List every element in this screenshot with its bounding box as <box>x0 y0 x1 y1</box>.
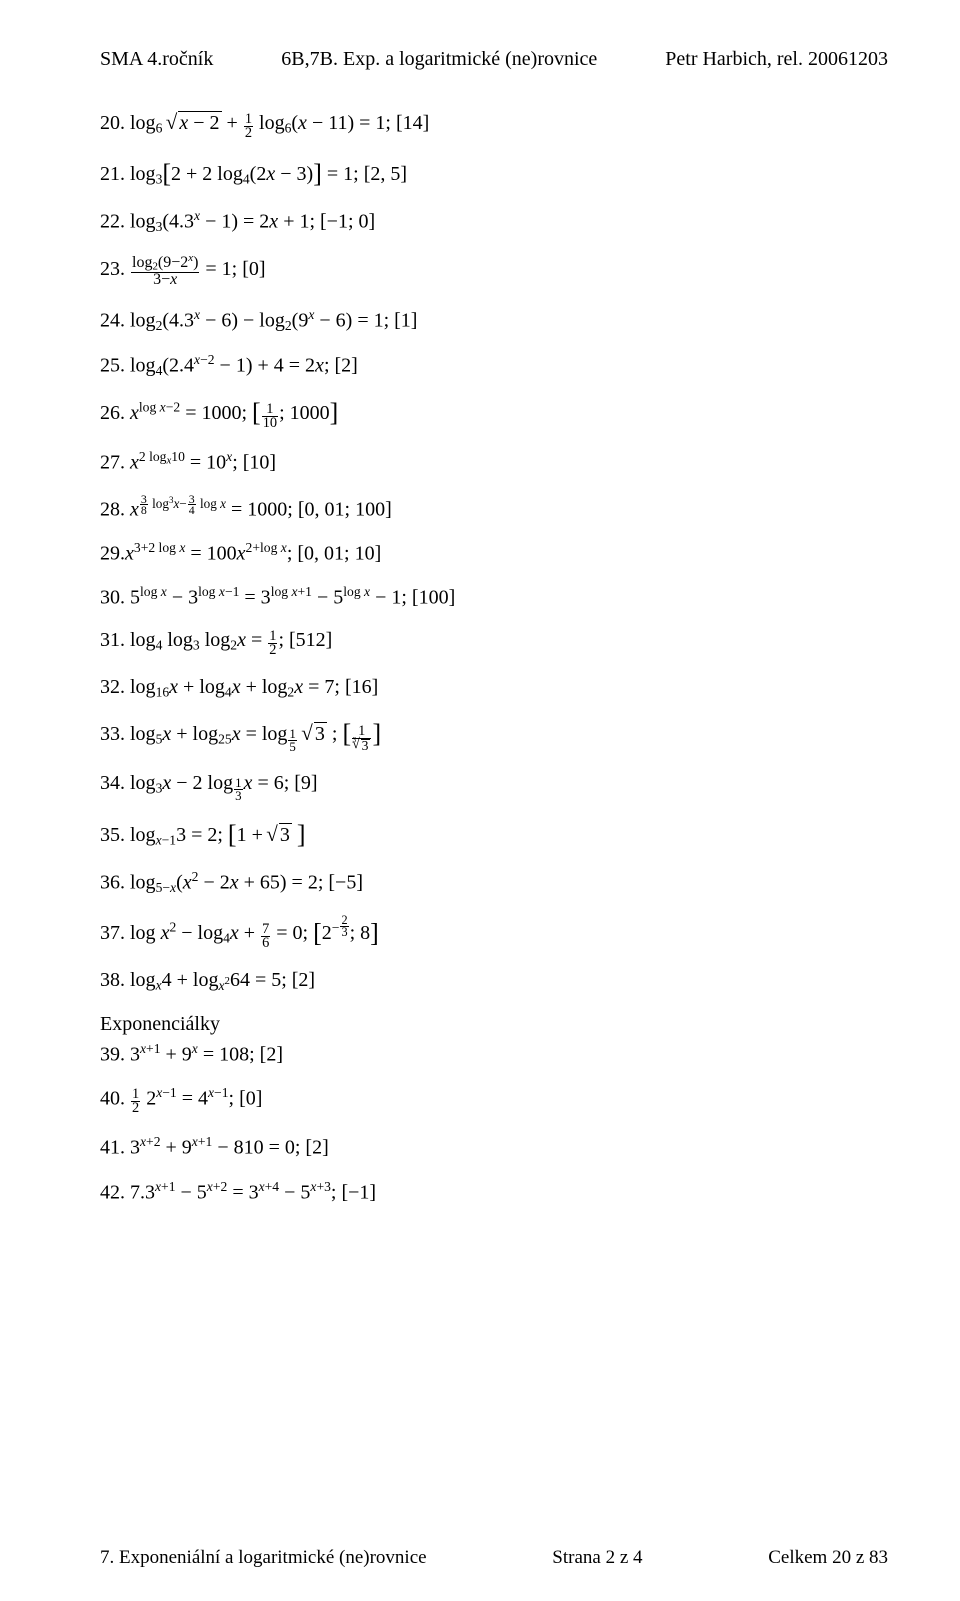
problem-32: 32. log16x + log4x + log2x = 7; [16] <box>100 676 888 700</box>
footer-center: Strana 2 z 4 <box>552 1547 642 1569</box>
problem-33: 33. log5x + log25x = log15 3 ; [133] <box>100 719 888 753</box>
problem-20: 20. log6 x − 2 + 12 log6(x − 11) = 1; [1… <box>100 111 888 140</box>
problem-37: 37. log x2 − log4x + 76 = 0; [2−23; 8] <box>100 915 888 950</box>
problem-23: 23. log2(9−2x)3−x = 1; [0] <box>100 254 888 288</box>
problem-39: 39. 3x+1 + 9x = 108; [2] <box>100 1041 888 1066</box>
page-footer: 7. Exponeniální a logaritmické (ne)rovni… <box>100 1547 888 1569</box>
problem-25: 25. log4(2.4x−2 − 1) + 4 = 2x; [2] <box>100 352 888 379</box>
problem-22: 22. log3(4.3x − 1) = 2x + 1; [−1; 0] <box>100 208 888 235</box>
problem-40: 40. 12 2x−1 = 4x−1; [0] <box>100 1085 888 1115</box>
problem-42: 42. 7.3x+1 − 5x+2 = 3x+4 − 5x+3; [−1] <box>100 1179 888 1204</box>
problem-36: 36. log5−x(x2 − 2x + 65) = 2; [−5] <box>100 869 888 896</box>
footer-left: 7. Exponeniální a logaritmické (ne)rovni… <box>100 1547 427 1569</box>
problem-31: 31. log4 log3 log2x = 12; [512] <box>100 629 888 657</box>
page: SMA 4.ročník 6B,7B. Exp. a logaritmické … <box>0 0 960 1601</box>
problem-34: 34. log3x − 2 log13x = 6; [9] <box>100 772 888 801</box>
problem-27: 27. x2 logx10 = 10x; [10] <box>100 449 888 474</box>
problem-35: 35. logx−13 = 2; [1 + 3 ] <box>100 820 888 850</box>
problem-38: 38. logx4 + logx264 = 5; [2] <box>100 969 888 993</box>
problem-28: 28. x38 log3x−34 log x = 1000; [0, 01; 1… <box>100 494 888 521</box>
problem-30: 30. 5log x − 3log x−1 = 3log x+1 − 5log … <box>100 584 888 609</box>
footer-right: Celkem 20 z 83 <box>768 1547 888 1569</box>
header-right: Petr Harbich, rel. 20061203 <box>665 48 888 71</box>
section-exponencialky: Exponenciálky <box>100 1013 888 1036</box>
problem-21: 21. log3[2 + 2 log4(2x − 3)] = 1; [2, 5] <box>100 159 888 189</box>
problem-26: 26. xlog x−2 = 1000; [110; 1000] <box>100 398 888 430</box>
header-center: 6B,7B. Exp. a logaritmické (ne)rovnice <box>281 48 597 71</box>
header-left: SMA 4.ročník <box>100 48 213 71</box>
page-header: SMA 4.ročník 6B,7B. Exp. a logaritmické … <box>100 48 888 71</box>
problem-29: 29.x3+2 log x = 100x2+log x; [0, 01; 10] <box>100 540 888 565</box>
problem-24: 24. log2(4.3x − 6) − log2(9x − 6) = 1; [… <box>100 307 888 334</box>
problem-41: 41. 3x+2 + 9x+1 − 810 = 0; [2] <box>100 1134 888 1159</box>
